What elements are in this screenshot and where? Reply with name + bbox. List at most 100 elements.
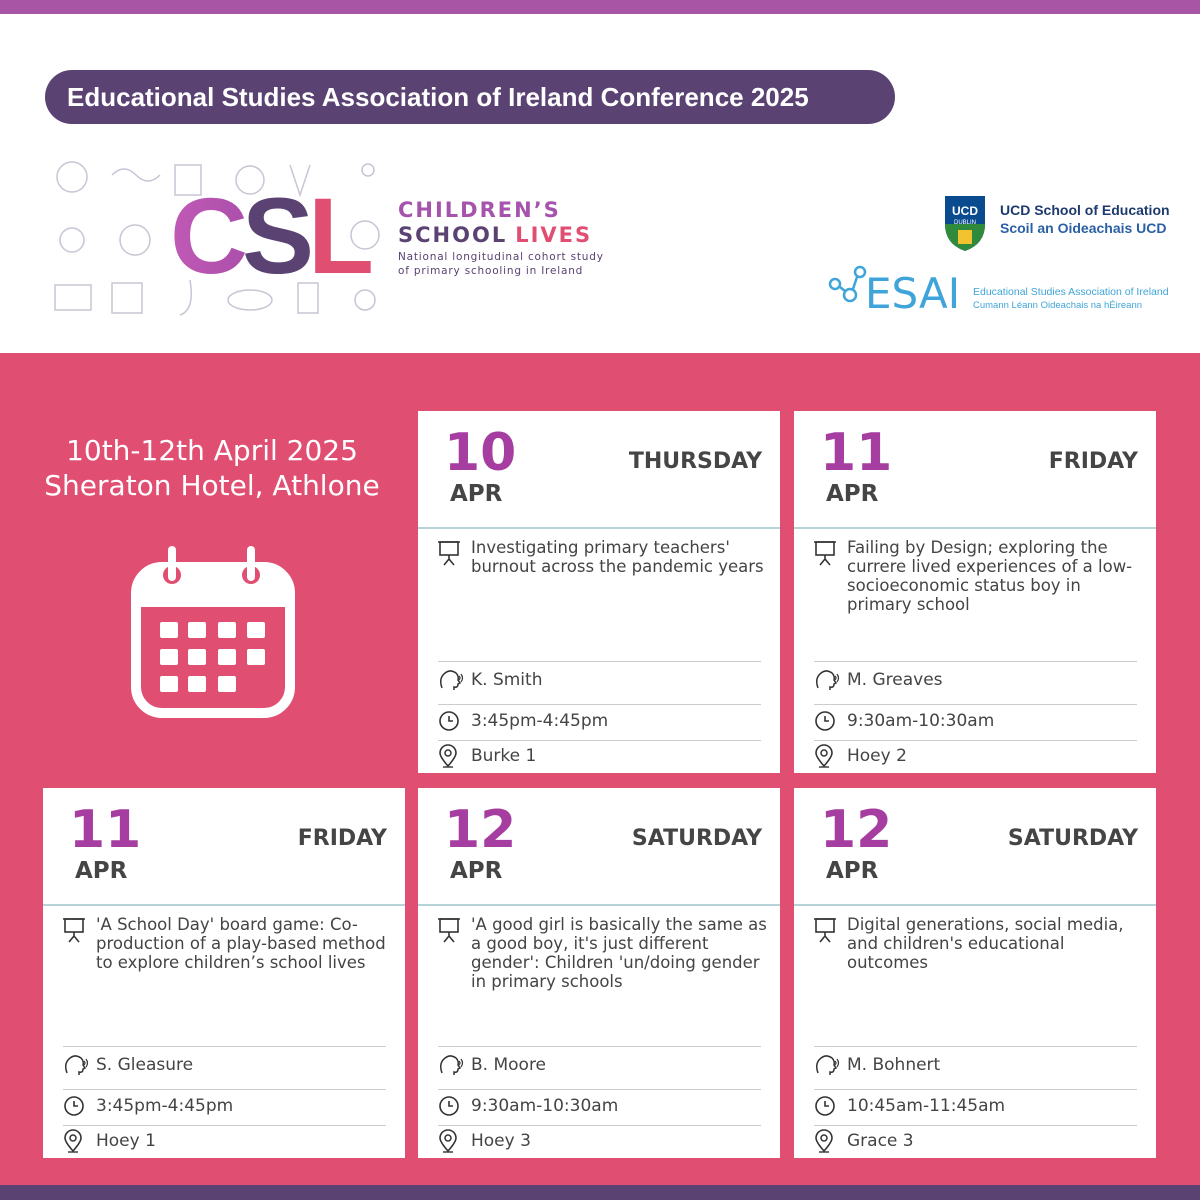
csl-s: S <box>242 175 310 296</box>
divider <box>43 904 405 906</box>
separator <box>814 1046 1137 1047</box>
session-month: APR <box>450 858 503 884</box>
session-time: 10:45am-11:45am <box>847 1096 1006 1116</box>
ucd-line1: UCD School of Education <box>1000 202 1170 218</box>
icon-pin <box>814 1129 834 1157</box>
separator <box>814 661 1137 662</box>
session-title: 'A School Day' board game: Co-production… <box>96 915 386 972</box>
csl-line2: SCHOOL LIVES <box>398 223 592 247</box>
session-weekday: FRIDAY <box>297 826 387 851</box>
icon-head <box>438 1053 464 1081</box>
csl-tagline: National longitudinal cohort study <box>398 251 604 263</box>
session-month: APR <box>450 481 503 507</box>
separator <box>814 1089 1137 1090</box>
session-day: 12 <box>820 800 893 860</box>
calendar-icon <box>131 546 295 718</box>
csl-lives: LIVES <box>515 223 592 247</box>
session-room: Hoey 3 <box>471 1131 531 1151</box>
icon-board <box>814 917 836 947</box>
icon-pin <box>438 744 458 772</box>
icon-pin <box>63 1129 83 1157</box>
session-card: 12 APR SATURDAY 'A good girl is basically t… <box>418 788 780 1158</box>
session-speaker: B. Moore <box>471 1055 547 1075</box>
icon-clock <box>438 710 460 736</box>
icon-board <box>438 540 460 570</box>
divider <box>418 904 780 906</box>
top-bar <box>0 0 1200 14</box>
icon-head <box>814 1053 840 1081</box>
icon-clock <box>438 1095 460 1121</box>
icon-clock <box>63 1095 85 1121</box>
icon-board <box>814 540 836 570</box>
session-room: Grace 3 <box>847 1131 914 1151</box>
ucd-logo: UCD DUBLIN UCD School of Education Scoil… <box>945 196 1170 251</box>
csl-c: C <box>170 175 246 296</box>
session-month: APR <box>826 481 879 507</box>
separator <box>438 1089 761 1090</box>
csl-l: L <box>308 175 371 296</box>
bottom-bar <box>0 1185 1200 1200</box>
session-title: 'A good girl is basically the same as a … <box>471 915 767 991</box>
session-month: APR <box>826 858 879 884</box>
session-day: 10 <box>444 423 517 483</box>
session-speaker: M. Greaves <box>847 670 943 690</box>
separator <box>63 1125 386 1126</box>
session-card: 10 APR THURSDAY Investigating primary teach… <box>418 411 780 773</box>
csl-tagline: of primary schooling in Ireland <box>398 265 583 277</box>
esai-logo: ESAI Educational Studies Association of … <box>828 265 1169 318</box>
separator <box>63 1046 386 1047</box>
session-title: Investigating primary teachers' burnout … <box>471 538 764 576</box>
session-room: Hoey 2 <box>847 746 907 766</box>
csl-letters: CSL <box>170 175 371 296</box>
session-day: 11 <box>820 423 893 483</box>
csl-logo: CSL CHILDREN’S SCHOOL LIVES National long… <box>54 161 604 316</box>
icon-clock <box>814 1095 836 1121</box>
session-room: Burke 1 <box>471 746 537 766</box>
separator <box>438 704 761 705</box>
session-title: Failing by Design; exploring the currere… <box>847 538 1133 614</box>
session-day: 11 <box>69 800 142 860</box>
session-weekday: SATURDAY <box>1007 826 1138 851</box>
icon-board <box>63 917 85 947</box>
session-time: 3:45pm-4:45pm <box>96 1096 234 1116</box>
separator <box>814 740 1137 741</box>
separator <box>438 1046 761 1047</box>
separator <box>63 1089 386 1090</box>
session-speaker: S. Gleasure <box>96 1055 194 1075</box>
icon-pin <box>438 1129 458 1157</box>
separator <box>438 740 761 741</box>
icon-board <box>438 917 460 947</box>
session-time: 9:30am-10:30am <box>471 1096 619 1116</box>
icon-head <box>814 668 840 696</box>
conference-title: Educational Studies Association of Irela… <box>45 70 895 124</box>
csl-school: SCHOOL <box>398 223 507 247</box>
separator <box>438 661 761 662</box>
divider <box>794 527 1156 529</box>
session-title: Digital generations, social media, and c… <box>847 915 1124 972</box>
ucd-crest: UCD <box>952 204 978 218</box>
session-speaker: K. Smith <box>471 670 543 690</box>
icon-head <box>63 1053 89 1081</box>
event-dates: 10th-12th April 2025 <box>66 434 358 467</box>
ucd-crest-sub: DUBLIN <box>954 220 976 226</box>
session-weekday: SATURDAY <box>631 826 762 851</box>
session-room: Hoey 1 <box>96 1131 156 1151</box>
session-speaker: M. Bohnert <box>847 1055 941 1075</box>
icon-head <box>438 668 464 696</box>
separator <box>814 1125 1137 1126</box>
divider <box>418 527 780 529</box>
esai-line2: Cumann Léann Oideachais na hÉireann <box>973 300 1142 311</box>
session-month: APR <box>75 858 128 884</box>
icon-pin <box>814 744 834 772</box>
csl-line1: CHILDREN’S <box>398 198 561 222</box>
session-weekday: FRIDAY <box>1048 449 1138 474</box>
separator <box>438 1125 761 1126</box>
event-venue: Sheraton Hotel, Athlone <box>44 469 380 502</box>
session-weekday: THURSDAY <box>628 449 762 474</box>
session-card: 11 APR FRIDAY Failing by Design; exploring … <box>794 411 1156 773</box>
separator <box>814 704 1137 705</box>
divider <box>794 904 1156 906</box>
esai-line1: Educational Studies Association of Irela… <box>973 286 1169 298</box>
session-card: 12 APR SATURDAY Digital generations, social… <box>794 788 1156 1158</box>
